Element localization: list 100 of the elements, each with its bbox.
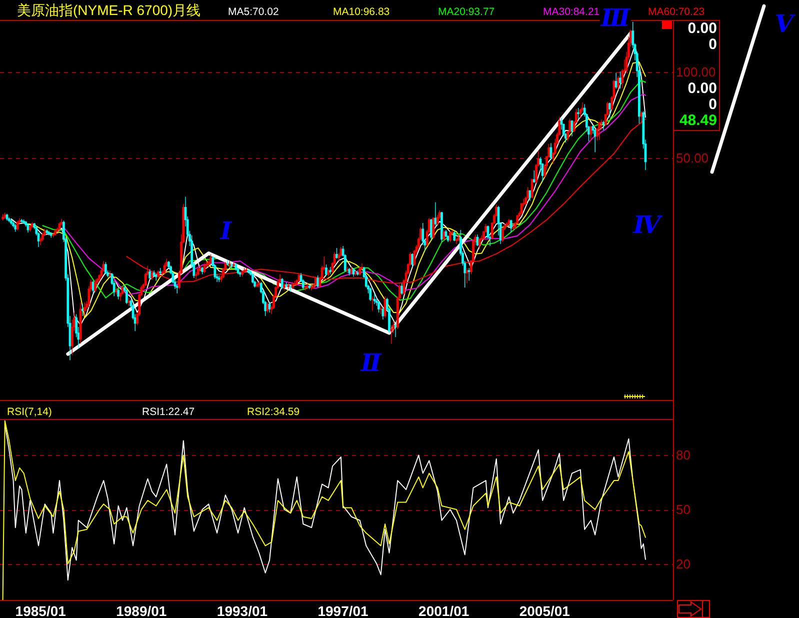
candlestick xyxy=(159,268,162,275)
text: 0 xyxy=(708,96,717,113)
candlestick xyxy=(48,230,50,236)
candlestick xyxy=(348,268,351,276)
x-tick-label: 1993/01 xyxy=(216,603,268,618)
candlestick xyxy=(466,268,468,284)
candlestick xyxy=(577,108,580,120)
candlestick xyxy=(520,202,523,215)
candlestick xyxy=(434,202,437,226)
candlestick xyxy=(81,304,84,316)
candlestick xyxy=(268,302,271,313)
text: MA60:70.23 xyxy=(648,6,705,18)
x-tick-label: 2001/01 xyxy=(418,603,470,618)
text: 0 xyxy=(708,36,717,53)
candlestick xyxy=(336,248,338,260)
candlestick xyxy=(382,307,384,320)
candlestick xyxy=(508,218,510,226)
candlestick xyxy=(258,280,260,288)
candlestick xyxy=(453,230,456,242)
candlestick xyxy=(356,270,359,276)
candlestick xyxy=(4,212,6,220)
candlestick xyxy=(104,262,107,275)
candlestick xyxy=(20,218,23,224)
candlestick xyxy=(152,270,156,278)
candlestick xyxy=(530,178,534,198)
candlestick xyxy=(512,222,514,230)
candlestick xyxy=(234,262,238,271)
candlestick xyxy=(380,305,382,315)
candlestick xyxy=(448,230,452,242)
candlestick xyxy=(2,214,4,221)
candlestick xyxy=(455,238,458,244)
candlestick xyxy=(371,296,374,312)
candlestick xyxy=(218,275,220,282)
candlestick xyxy=(457,234,460,242)
candlestick xyxy=(28,224,32,232)
y-tick-label: 20 xyxy=(676,556,690,572)
candlestick xyxy=(390,324,393,344)
candlestick xyxy=(10,218,12,226)
candlestick xyxy=(94,279,96,293)
candlestick xyxy=(154,274,158,282)
candlestick xyxy=(432,216,435,239)
candlestick xyxy=(369,287,372,302)
candlestick xyxy=(52,232,54,238)
candlestick xyxy=(287,282,290,290)
candlestick xyxy=(241,270,244,278)
x-tick-label: 1989/01 xyxy=(116,603,167,618)
candlestick xyxy=(308,284,311,290)
candlestick xyxy=(378,300,380,313)
candlestick xyxy=(196,266,200,276)
candlestick xyxy=(46,229,48,235)
candlestick xyxy=(230,262,233,268)
candlestick xyxy=(532,170,536,183)
candlestick xyxy=(203,262,206,274)
x-tick-label: 1985/01 xyxy=(15,603,66,618)
candlestick xyxy=(39,236,42,246)
candlestick xyxy=(354,270,357,276)
candlestick xyxy=(394,322,397,338)
candlestick xyxy=(126,288,128,304)
text: RSI2:34.59 xyxy=(247,406,300,418)
candlestick xyxy=(199,265,202,272)
candlestick xyxy=(128,297,130,306)
text: RSI1:22.47 xyxy=(142,406,195,418)
candlestick xyxy=(442,230,446,240)
y-tick-label: 50.00 xyxy=(676,150,709,166)
candlestick xyxy=(252,273,254,284)
candlestick xyxy=(194,271,198,280)
text: MA5:70.02 xyxy=(228,6,279,18)
candlestick xyxy=(350,266,353,275)
candlestick xyxy=(115,287,118,296)
candlestick xyxy=(614,72,618,90)
x-tick-label: 1997/01 xyxy=(318,603,369,618)
candlestick xyxy=(316,275,320,288)
candlestick xyxy=(8,216,10,223)
candlestick xyxy=(468,268,470,282)
text: 0.00 xyxy=(688,80,717,97)
chart-title: RSI(7,14) xyxy=(7,406,52,418)
candlestick xyxy=(108,270,112,278)
text: MA20:93.77 xyxy=(438,6,495,18)
candlestick xyxy=(232,262,236,268)
candlestick xyxy=(590,126,592,142)
candlestick xyxy=(358,266,362,276)
candlestick xyxy=(310,285,313,291)
candlestick xyxy=(245,268,248,273)
candlestick xyxy=(150,271,154,280)
candlestick xyxy=(346,266,348,274)
candlestick xyxy=(400,283,404,296)
text: Ⅴ xyxy=(774,9,796,38)
candlestick xyxy=(60,218,63,226)
annotation: Ⅱ xyxy=(360,348,382,377)
text: MA10:96.83 xyxy=(333,6,390,18)
candlestick xyxy=(506,222,508,228)
candlestick xyxy=(294,280,296,286)
candlestick xyxy=(304,285,306,291)
candlestick xyxy=(329,266,332,275)
candlestick xyxy=(226,260,229,266)
candlestick xyxy=(54,229,56,236)
candlestick xyxy=(243,268,246,274)
candlestick xyxy=(411,252,414,268)
candlestick xyxy=(238,271,242,278)
text: MA30:84.21 xyxy=(543,6,600,18)
